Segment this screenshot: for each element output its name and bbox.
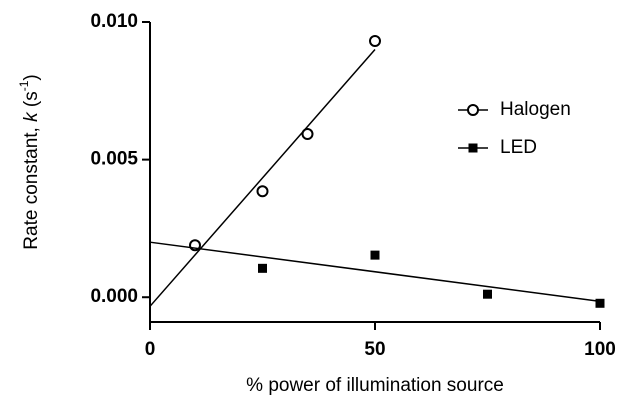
y-label-close: ) [21, 74, 42, 80]
y-tick-label: 0.010 [90, 11, 138, 32]
point [370, 250, 380, 260]
y-axis-label: Rate constant, k (s-1) [17, 74, 42, 249]
x-tick-label: 100 [584, 339, 616, 360]
legend-marker [467, 104, 479, 116]
y-tick-label: 0.000 [90, 286, 138, 307]
point [258, 263, 267, 273]
x-axis-label: % power of illumination source [246, 375, 504, 396]
y-label-text: Rate constant, [21, 122, 42, 250]
x-tick-label: 0 [145, 339, 156, 360]
y-label-exponent: -1 [17, 80, 31, 91]
legend-marker [468, 143, 478, 153]
legend-label: LED [500, 137, 537, 158]
point [369, 34, 381, 47]
x-tick-label: 50 [364, 339, 385, 360]
fit-line [149, 49, 376, 307]
point [595, 298, 605, 308]
point [256, 185, 269, 198]
y-label-symbol: k [21, 111, 42, 122]
point [301, 128, 314, 141]
legend-label: Halogen [500, 99, 571, 120]
y-tick-label: 0.005 [90, 149, 138, 170]
y-label-unit: (s [21, 91, 42, 112]
point [483, 289, 492, 299]
fit-line [149, 241, 601, 303]
